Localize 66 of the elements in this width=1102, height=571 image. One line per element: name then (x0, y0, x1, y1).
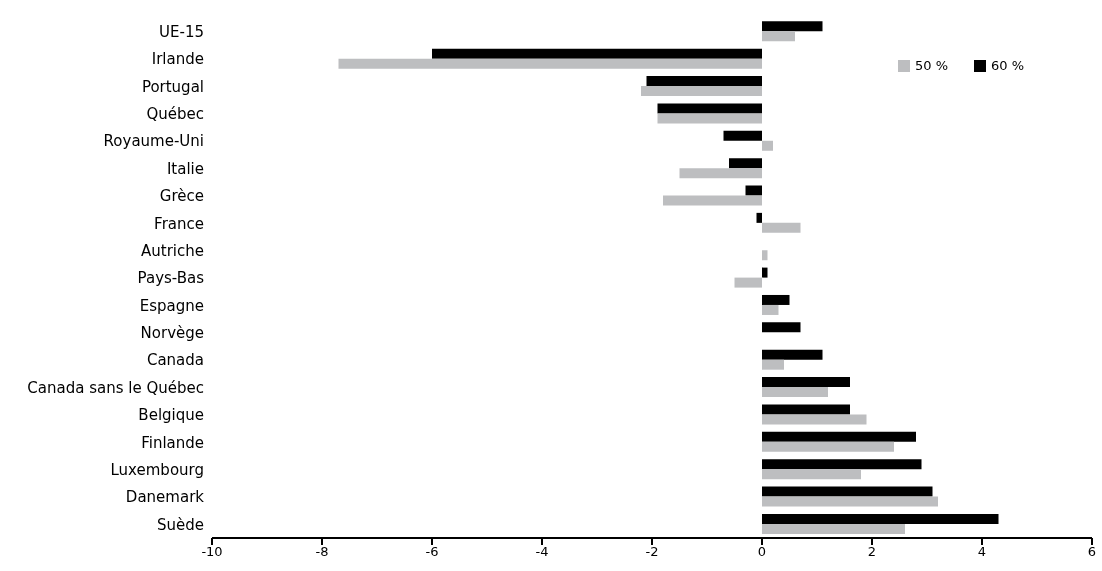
bar (762, 31, 795, 42)
bar (762, 322, 801, 333)
bar (762, 441, 894, 452)
bar (762, 140, 773, 151)
bar (432, 48, 762, 59)
bar (762, 349, 823, 360)
y-tick-label: Luxembourg (110, 460, 204, 479)
y-tick-label: Pays-Bas (137, 269, 205, 288)
y-tick-label: Irlande (151, 50, 204, 69)
y-tick-label: Suède (156, 515, 204, 534)
x-tick-label: -4 (535, 544, 549, 560)
y-tick-label: Belgique (138, 406, 204, 425)
y-tick-label: Canada sans le Québec (27, 378, 204, 397)
legend-label: 60 % (991, 58, 1025, 73)
bar (679, 168, 762, 179)
y-tick-label: Italie (166, 159, 204, 178)
bar (762, 359, 784, 370)
x-tick-label: -10 (201, 544, 223, 560)
bar (762, 250, 768, 261)
x-tick-label: 4 (977, 544, 987, 560)
bar (729, 158, 762, 169)
x-tick-label: -6 (425, 544, 439, 560)
x-tick-label: -2 (645, 544, 659, 560)
bar (762, 304, 779, 315)
bar (734, 277, 762, 288)
bar (762, 404, 850, 415)
bar (756, 212, 762, 223)
bar (657, 103, 762, 114)
y-tick-label: Espagne (139, 296, 204, 315)
bar (646, 76, 762, 87)
bar (641, 86, 762, 97)
bar (657, 113, 762, 124)
y-tick-label: France (154, 214, 204, 233)
bar (723, 130, 762, 141)
bar (762, 469, 861, 480)
bar (762, 496, 938, 507)
x-tick-label: 6 (1087, 544, 1097, 560)
x-tick-label: 0 (757, 544, 767, 560)
y-tick-label: Canada (146, 351, 204, 370)
y-tick-label: Norvège (140, 324, 204, 343)
bar (745, 185, 762, 196)
bar (762, 377, 850, 388)
bar (762, 414, 867, 425)
bar (762, 21, 823, 32)
y-tick-label: Grèce (159, 187, 204, 206)
bar (663, 195, 762, 206)
x-tick-label: -8 (315, 544, 329, 560)
bar (762, 513, 999, 524)
bar (762, 523, 905, 534)
y-tick-label: Royaume-Uni (103, 132, 204, 151)
x-tick-label: 2 (867, 544, 877, 560)
legend-label: 50 % (915, 58, 949, 73)
y-tick-label: Autriche (141, 241, 204, 260)
bar (762, 387, 828, 398)
bar (762, 267, 768, 278)
bar (338, 58, 762, 69)
bar (762, 486, 933, 497)
bar (762, 459, 922, 470)
y-tick-label: Danemark (125, 488, 205, 507)
y-tick-label: Portugal (141, 77, 204, 96)
bar (762, 294, 790, 305)
bar (762, 222, 801, 233)
y-tick-label: UE-15 (159, 23, 204, 42)
y-tick-label: Québec (146, 105, 204, 124)
y-tick-label: Finlande (141, 433, 204, 452)
bar (762, 431, 916, 442)
